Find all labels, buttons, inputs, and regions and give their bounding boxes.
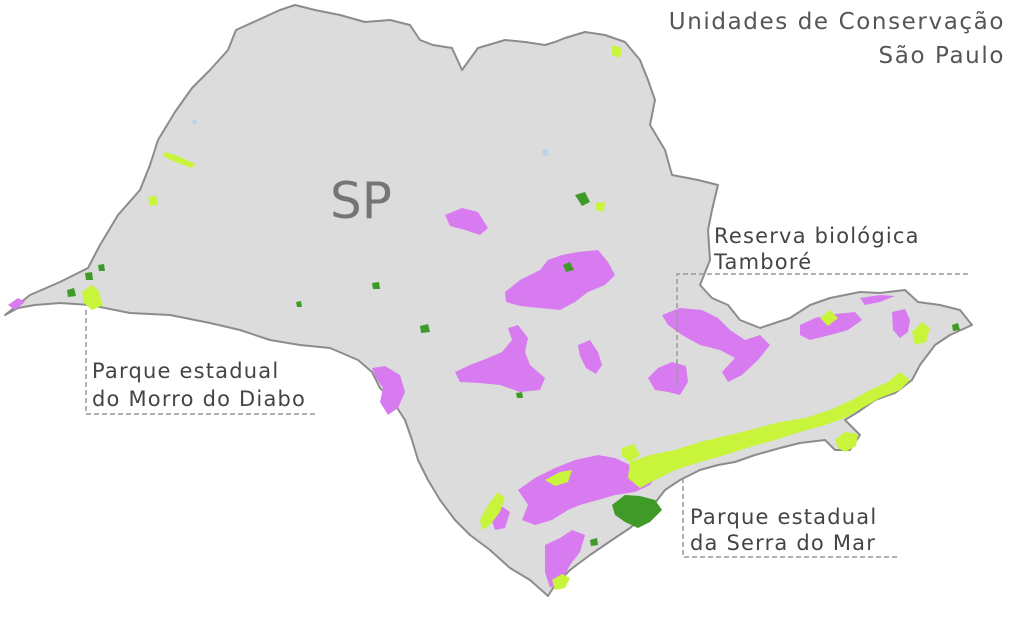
light-green-area	[148, 195, 158, 206]
light-green-area	[820, 310, 838, 326]
magenta-area	[892, 309, 910, 338]
light-green-area	[552, 574, 570, 590]
dark-green-area	[575, 192, 590, 206]
magenta-area	[860, 295, 895, 305]
light-green-area	[480, 492, 505, 530]
light-green-area	[163, 152, 195, 168]
dark-green-conservation-areas	[67, 192, 960, 546]
dark-green-area	[372, 282, 380, 289]
callout-tambore-leader	[676, 273, 968, 386]
light-green-area	[545, 470, 572, 486]
magenta-area	[372, 366, 405, 415]
magenta-area	[662, 308, 770, 382]
callout-tambore-line-2: Tamboré	[713, 250, 812, 274]
water-bodies	[192, 119, 549, 156]
magenta-area	[455, 325, 545, 392]
water-body	[192, 119, 197, 124]
magenta-conservation-areas	[8, 208, 910, 588]
callout-serra-do-mar-line-2: da Serra do Mar	[690, 531, 876, 555]
callout-tambore-line-1: Reserva biológica	[714, 224, 920, 248]
magenta-area	[8, 298, 25, 310]
magenta-area	[445, 208, 488, 235]
callout-serra-do-mar: Parque estadual da Serra do Mar	[682, 478, 900, 558]
dark-green-area	[952, 323, 960, 331]
light-green-area	[82, 285, 103, 310]
state-label: SP	[330, 172, 392, 230]
magenta-area	[800, 312, 862, 340]
callout-serra-do-mar-leader	[682, 478, 900, 558]
dark-green-area	[612, 495, 662, 528]
callout-morro-do-diabo-line-2: do Morro do Diabo	[92, 387, 306, 411]
dark-green-area	[98, 264, 105, 271]
map-title-line-1: Unidades de Conservação	[669, 9, 1005, 35]
dark-green-area	[563, 262, 574, 272]
light-green-area	[622, 444, 640, 462]
dark-green-area	[67, 288, 76, 297]
callout-morro-do-diabo-leader	[85, 310, 318, 415]
light-green-area	[835, 432, 858, 452]
magenta-area	[518, 455, 660, 525]
light-green-area	[912, 322, 930, 345]
magenta-area	[578, 340, 602, 374]
water-body	[542, 149, 549, 156]
map-title-line-2: São Paulo	[879, 43, 1005, 69]
callout-morro-do-diabo: Parque estadual do Morro do Diabo	[85, 310, 318, 415]
dark-green-area	[590, 538, 598, 546]
callout-tambore: Reserva biológica Tamboré	[676, 224, 968, 386]
dark-green-area	[516, 392, 523, 398]
light-green-conservation-areas	[82, 45, 930, 590]
callout-morro-do-diabo-line-1: Parque estadual	[92, 359, 279, 383]
light-green-area	[596, 202, 605, 212]
callout-serra-do-mar-line-1: Parque estadual	[690, 505, 877, 529]
dark-green-area	[85, 272, 93, 280]
magenta-area	[545, 530, 585, 588]
magenta-area	[648, 362, 688, 395]
light-green-area	[628, 372, 910, 488]
dark-green-area	[420, 324, 430, 333]
dark-green-area	[296, 301, 302, 307]
light-green-area	[612, 45, 622, 58]
magenta-area	[505, 250, 615, 310]
